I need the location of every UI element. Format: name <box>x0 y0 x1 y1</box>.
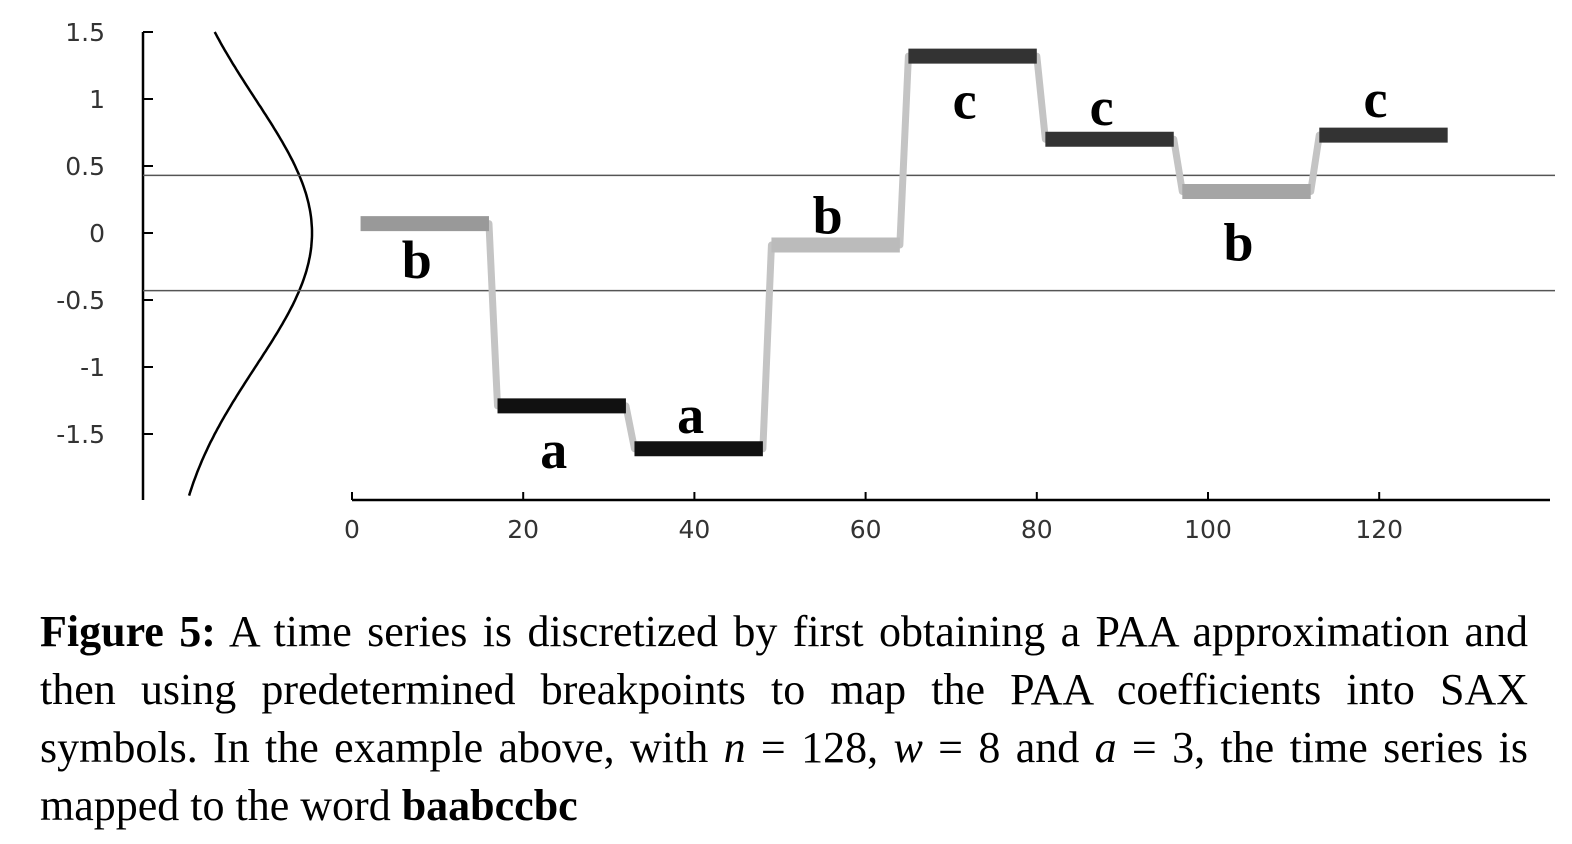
figure-caption: Figure 5: A time series is discretized b… <box>40 603 1528 835</box>
y-tick-label: 1 <box>89 85 105 114</box>
x-tick-label: 20 <box>507 515 539 544</box>
sax-symbol-label: a <box>677 385 704 445</box>
paa-segments <box>360 48 1448 457</box>
paa-connector <box>759 241 775 453</box>
y-tick-label: 0 <box>89 219 105 248</box>
x-tick-label: 40 <box>678 515 710 544</box>
y-tick-label: -1 <box>80 353 105 382</box>
caption-var-n: n <box>723 723 746 772</box>
sax-symbol-label: b <box>813 186 843 246</box>
y-tick-label: -0.5 <box>56 286 105 315</box>
caption-var-a: a <box>1094 723 1117 772</box>
sax-symbol-label: c <box>1363 69 1387 129</box>
paa-connector <box>896 52 912 249</box>
x-tick-label: 60 <box>850 515 882 544</box>
sax-symbols: b a a b c c b c <box>402 69 1388 480</box>
caption-text-2: = 128, <box>745 723 894 772</box>
sax-symbol-label: c <box>1090 77 1114 137</box>
y-axis: 1.5 1 0.5 0 -0.5 -1 -1.5 <box>56 18 153 500</box>
x-tick-label: 0 <box>344 515 360 544</box>
paa-connectors <box>485 52 1323 453</box>
sax-symbol-label: c <box>953 70 977 130</box>
caption-text-1: A time series is discretized by first ob… <box>40 607 1528 772</box>
paa-connector <box>622 402 638 453</box>
y-tick-label: 0.5 <box>65 152 105 181</box>
paa-connector <box>1307 131 1323 195</box>
sax-symbol-label: b <box>402 230 432 290</box>
paa-connector <box>1170 135 1186 195</box>
x-axis: 0 20 40 60 80 100 120 <box>344 492 1550 544</box>
caption-word: baabccbc <box>401 781 578 830</box>
x-tick-label: 80 <box>1021 515 1053 544</box>
caption-text-4: = 3, the time series is mapped to the wo… <box>40 723 1529 830</box>
y-tick-label: -1.5 <box>56 420 105 449</box>
y-tick-label: 1.5 <box>65 18 105 47</box>
caption-var-w: w <box>893 723 923 772</box>
sax-chart: 1.5 1 0.5 0 -0.5 -1 -1.5 0 20 40 60 80 100 120 b a a b c… <box>56 18 1555 544</box>
gaussian-curve-path <box>187 31 314 496</box>
paa-connector <box>485 220 502 410</box>
sax-symbol-label: b <box>1223 212 1253 272</box>
caption-text-3: = 8 and <box>922 723 1095 772</box>
sax-symbol-label: a <box>540 420 567 480</box>
paa-connector <box>1033 52 1049 143</box>
gaussian-curve <box>187 31 314 496</box>
breakpoint-lines <box>143 174 1555 292</box>
x-tick-label: 120 <box>1355 515 1403 544</box>
caption-label: Figure 5: <box>40 607 216 656</box>
x-tick-label: 100 <box>1184 515 1232 544</box>
